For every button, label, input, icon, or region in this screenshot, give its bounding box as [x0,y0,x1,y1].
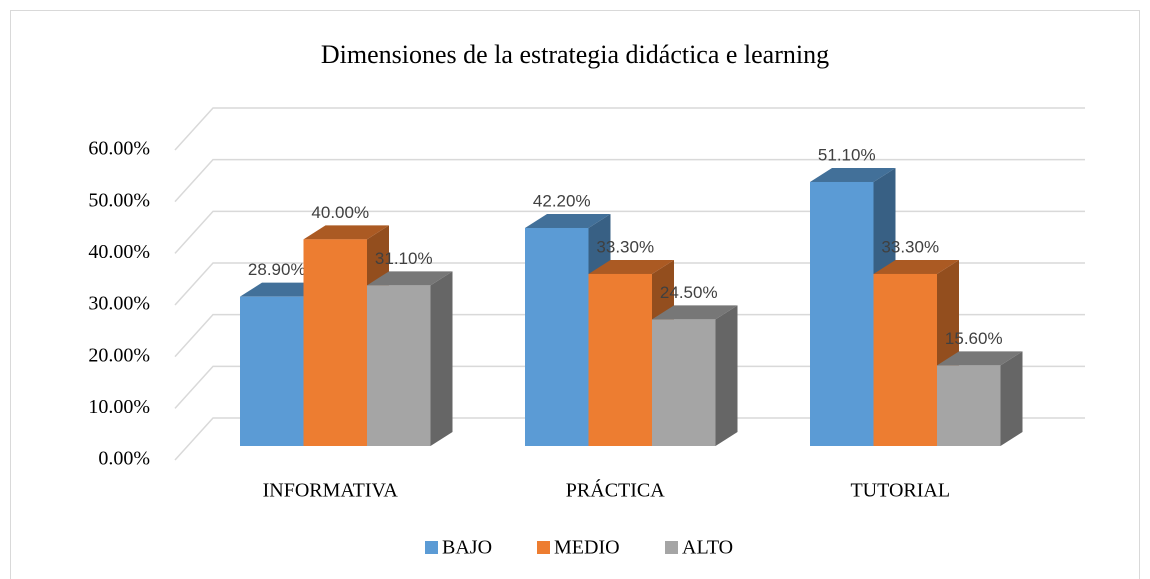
y-tick-label: 10.00% [88,396,150,418]
bar-top [652,305,738,320]
value-label: 33.30% [596,237,654,256]
x-tick-label: INFORMATIVA [263,480,399,502]
grid-line [174,210,1085,254]
x-tick-label: PRÁCTICA [566,479,665,502]
legend-swatch [425,541,438,554]
value-label: 33.30% [881,237,939,256]
value-label: 40.00% [311,203,369,222]
bar-side [1000,351,1023,446]
bar-top [303,225,389,240]
bar-top [873,259,959,274]
grid-line [174,313,1085,358]
bar-top [937,351,1023,366]
bar-side [715,305,738,446]
bar [873,273,937,446]
bar [367,285,431,446]
grid-line [174,365,1085,409]
value-label: 24.50% [660,283,718,302]
y-tick-label: 40.00% [88,241,150,263]
chart-title: Dimensiones de la estrategia didáctica e… [321,40,829,69]
grid-line [174,158,1085,203]
bar [810,181,874,446]
bar [525,227,589,446]
bar-top [367,271,453,286]
y-tick-label: 30.00% [88,293,150,315]
y-tick-label: 0.00% [98,448,150,470]
legend-label: ALTO [682,537,733,559]
legend-label: BAJO [442,537,492,559]
bar-top [810,167,896,182]
y-tick-label: 50.00% [88,189,150,211]
y-tick-label: 60.00% [88,138,150,160]
bar [937,365,1001,446]
y-tick-label: 20.00% [88,344,150,366]
bar [652,319,716,446]
value-label: 51.10% [818,145,876,164]
grid-line [174,417,1085,461]
value-label: 28.90% [248,260,306,279]
value-label: 15.60% [945,329,1003,348]
grid-line [174,262,1085,306]
x-tick-label: TUTORIAL [850,480,950,502]
value-label: 31.10% [375,249,433,268]
bar [588,273,652,446]
legend-swatch [665,541,678,554]
grid-line [174,107,1085,151]
bar-top [588,259,674,274]
bar [303,239,367,446]
bar-side [430,271,453,446]
value-label: 42.20% [533,191,591,210]
bar-top [525,213,611,228]
legend-label: MEDIO [554,537,620,559]
legend-swatch [537,541,550,554]
bar [240,296,304,446]
